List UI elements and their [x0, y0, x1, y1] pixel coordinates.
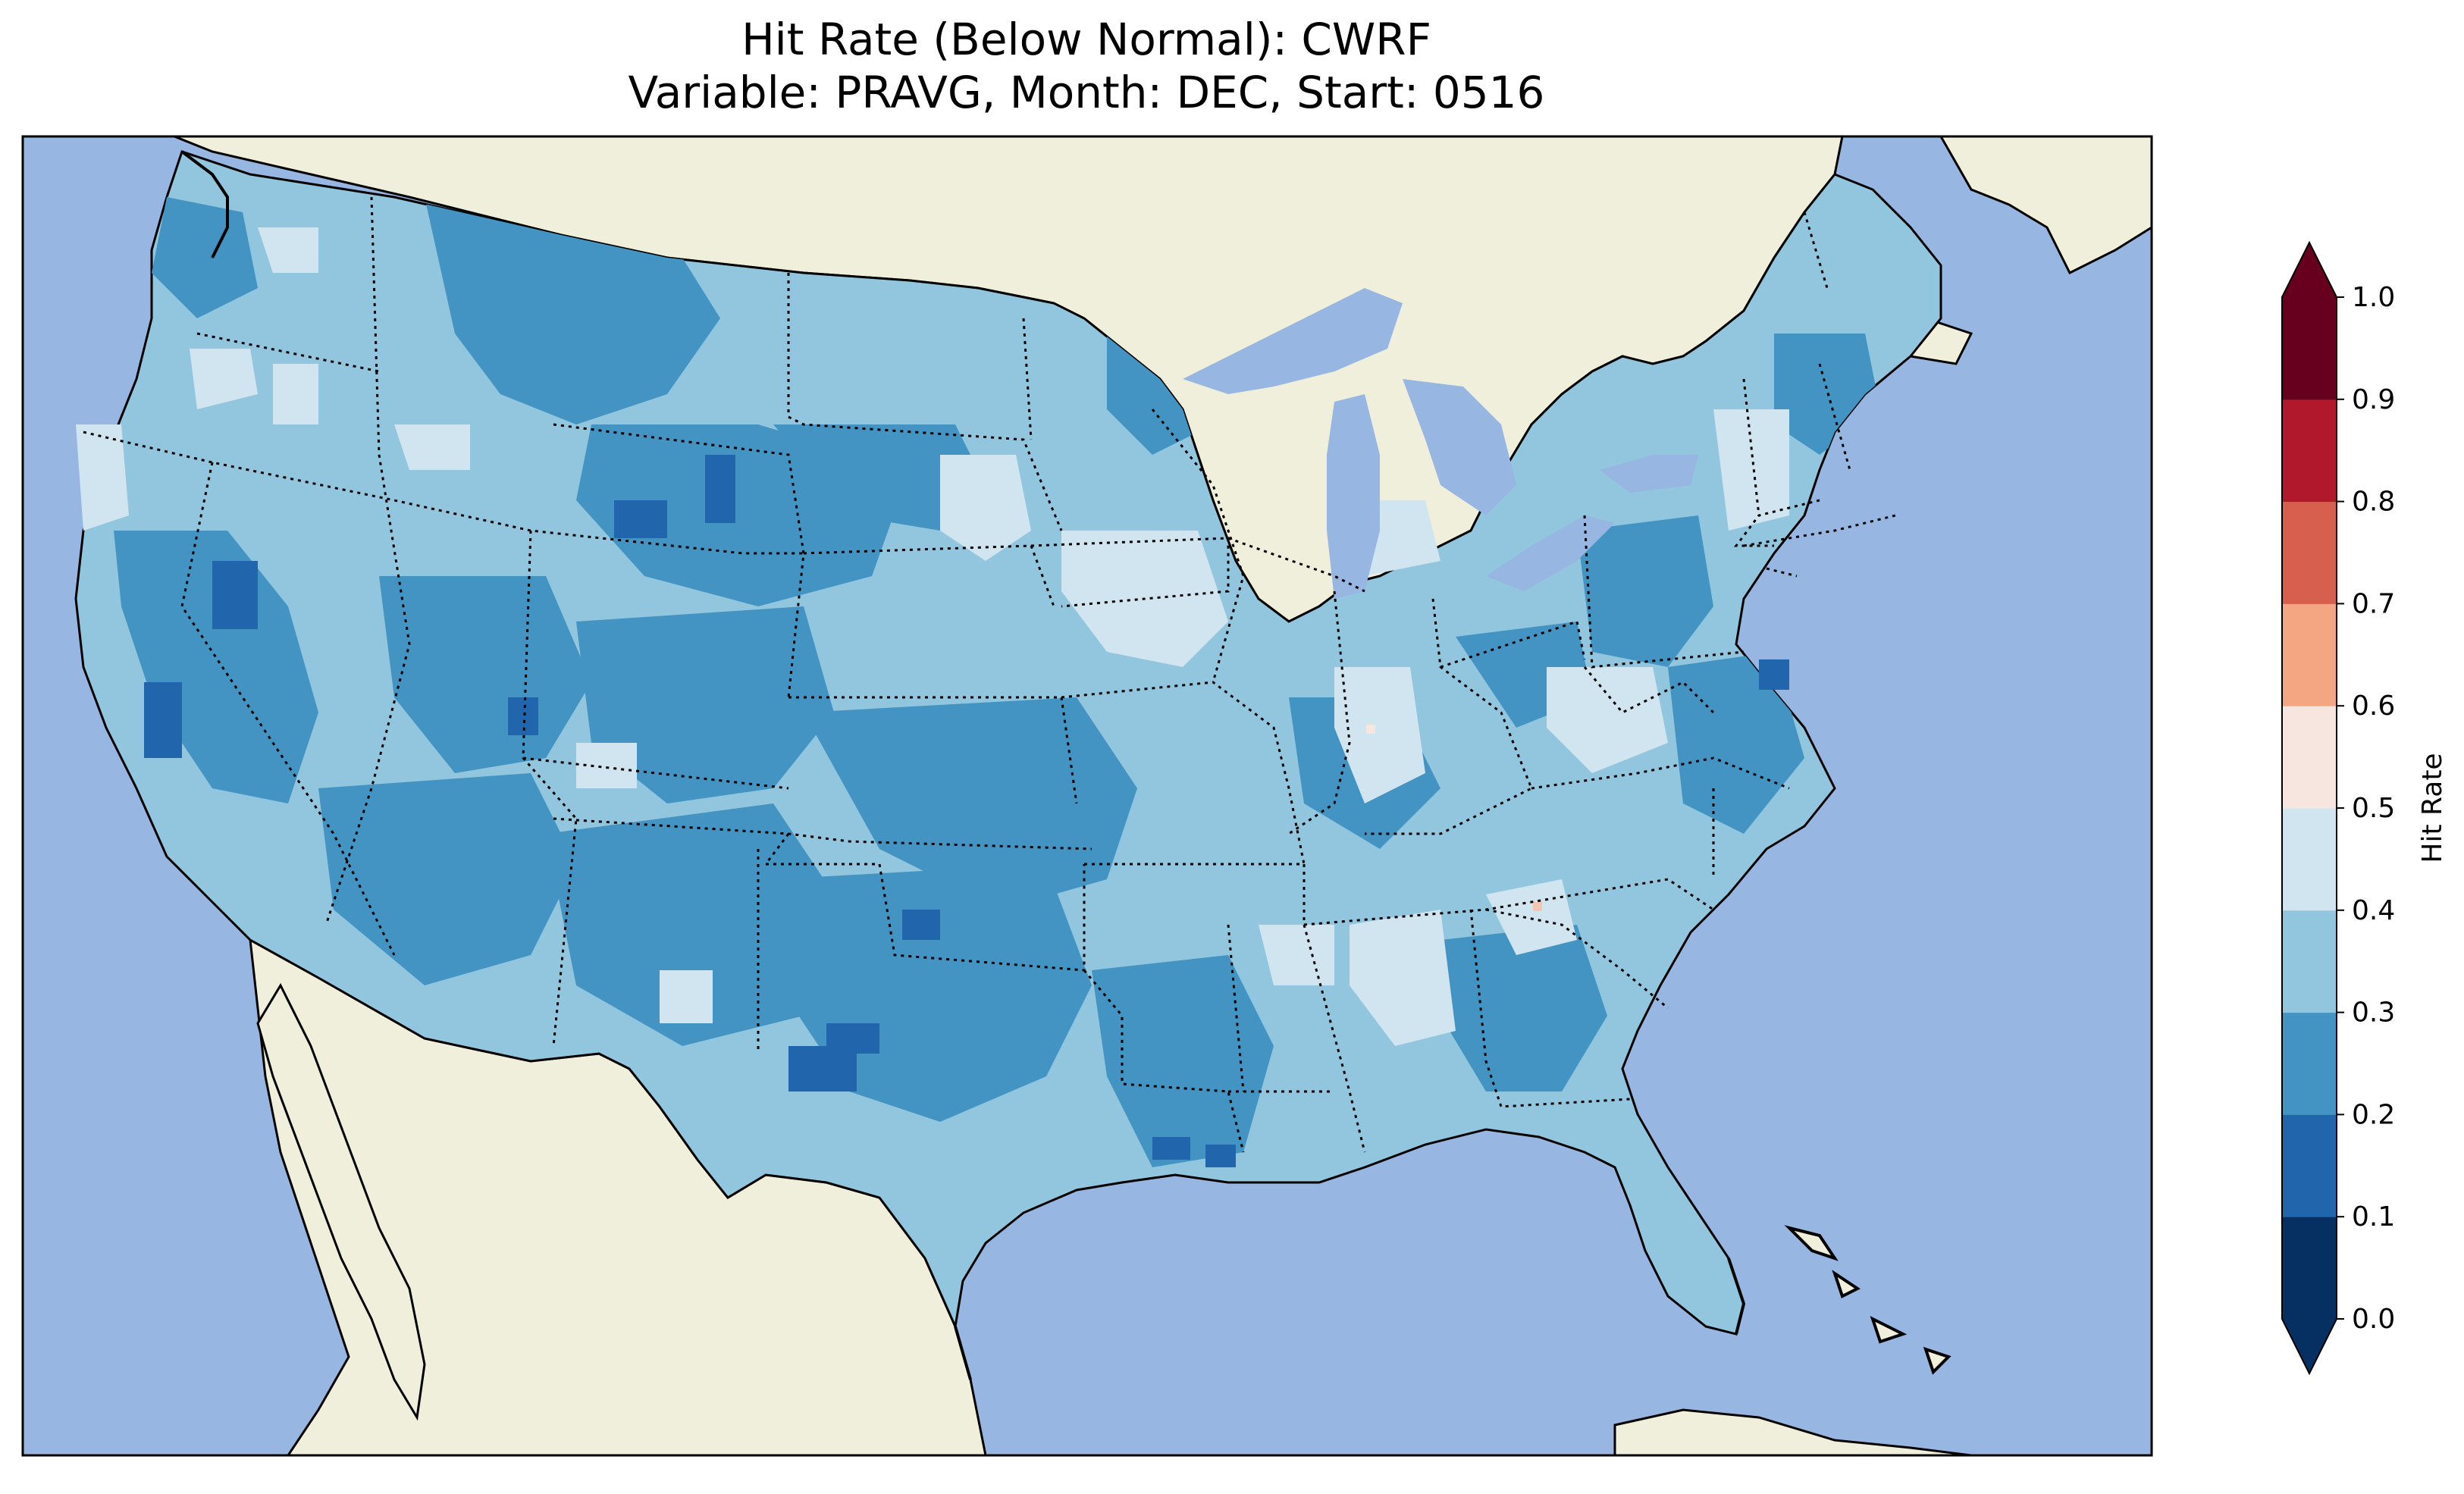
colorbar-bin [2282, 1114, 2337, 1217]
colorbar-bin [2282, 1217, 2337, 1320]
colorbar-bin [2282, 501, 2337, 604]
colorbar-tick-label: 1.0 [2352, 282, 2395, 313]
colorbar-bin [2282, 297, 2337, 400]
colorbar-extend-max [2282, 243, 2337, 297]
state-borders [83, 196, 1896, 1153]
great-lakes [1183, 288, 1698, 599]
maritimes-land [1939, 136, 2152, 275]
colorbar-tick-label: 0.8 [2352, 487, 2395, 518]
colorbar-bin [2282, 603, 2337, 706]
lake-ontario [1600, 455, 1698, 493]
colorbar-bin [2282, 1012, 2337, 1115]
colorbar-tick-label: 0.9 [2352, 384, 2395, 415]
colorbar-tick-label: 0.7 [2352, 588, 2395, 619]
colorbar-extend-min [2282, 1319, 2337, 1373]
colorbar-tick-label: 0.2 [2352, 1099, 2395, 1130]
bahamas-islands [1784, 1225, 1951, 1375]
colorbar-tick-label: 0.6 [2352, 691, 2395, 722]
map-frame [21, 135, 2153, 1457]
colorbar-label: Hit Rate [2417, 753, 2448, 863]
lake-superior [1183, 288, 1403, 394]
baja-land [256, 982, 426, 1421]
hit-rate-0.1-0.2-regions [144, 455, 1789, 1167]
lake-michigan [1327, 394, 1380, 599]
colorbar-bin [2282, 808, 2337, 911]
map-area[interactable] [0, 136, 2152, 1455]
hit-rate-0.5-0.6-spot [1366, 725, 1375, 734]
colorbar-tick-label: 0.4 [2352, 895, 2395, 926]
lake-huron [1403, 379, 1516, 515]
colorbar-bin [2282, 706, 2337, 809]
colorbar-bin [2282, 399, 2337, 503]
colorbar-tick-label: 0.1 [2352, 1201, 2395, 1232]
colorbar: 0.0 0.1 0.2 0.3 0.4 0.5 0.6 0.7 0.8 0.9 1.0 Hit Rat… [2281, 240, 2448, 1376]
coastlines [180, 150, 1746, 1380]
map-subtitle: Variable: PRAVG, Month: DEC, Start: 0516 [628, 67, 1545, 118]
hit-rate-0.5-0.6-spot-2 [1533, 902, 1542, 911]
colorbar-tick-label: 0.5 [2352, 793, 2395, 824]
colorbar-tick-label: 0.0 [2352, 1304, 2395, 1335]
lake-erie [1486, 515, 1615, 591]
colorbar-tick-label: 0.3 [2352, 998, 2395, 1029]
colorbar-bin [2282, 910, 2337, 1013]
cuba-land [1613, 1408, 1972, 1455]
hit-rate-0.2-0.3-regions [114, 197, 1880, 1167]
map-title: Hit Rate (Below Normal): CWRF [741, 14, 1431, 65]
